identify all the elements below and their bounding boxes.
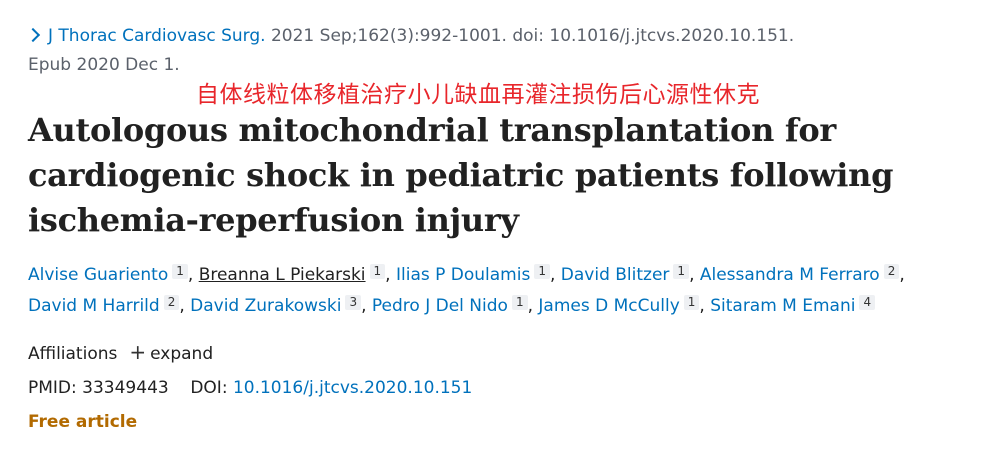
author-link[interactable]: Pedro J Del Nido — [371, 296, 508, 316]
author-link[interactable]: Ilias P Doulamis — [395, 265, 531, 285]
author-link[interactable]: Alvise Guariento — [28, 265, 169, 285]
affiliation-ref[interactable]: 1 — [369, 264, 386, 279]
article-header: J Thorac Cardiovasc Surg. 2021 Sep;162(3… — [25, 22, 978, 437]
affiliation-ref[interactable]: 1 — [172, 264, 188, 279]
author-link[interactable]: James D McCully — [538, 296, 680, 316]
pmid-label: PMID: — [28, 378, 77, 398]
author-link[interactable]: David Zurakowski — [190, 296, 342, 316]
journal-link[interactable]: J Thorac Cardiovasc Surg. — [48, 26, 266, 46]
affiliation-ref[interactable]: 1 — [683, 295, 700, 310]
affiliation-ref[interactable]: 2 — [883, 264, 900, 279]
epub-date: Epub 2020 Dec 1. — [28, 55, 180, 75]
affiliation-ref[interactable]: 3 — [345, 295, 362, 310]
affiliation-ref[interactable]: 2 — [163, 295, 180, 310]
affiliations-toggle[interactable]: Affiliations + expand — [28, 337, 978, 369]
free-article-badge: Free article — [28, 412, 138, 432]
affiliation-ref[interactable]: 1 — [534, 264, 550, 279]
chevron-right-icon — [25, 27, 41, 43]
pmid-value: 33349443 — [82, 378, 169, 398]
author-link[interactable]: David M Harrild — [28, 296, 160, 316]
author-link[interactable]: Sitaram M Emani — [710, 296, 856, 316]
author-link[interactable]: Alessandra M Ferraro — [699, 265, 880, 285]
doi-link[interactable]: 10.1016/j.jtcvs.2020.10.151 — [232, 378, 473, 398]
identifiers: PMID: 33349443 DOI: 10.1016/j.jtcvs.2020… — [28, 373, 978, 403]
expand-label: expand — [150, 344, 214, 364]
doi-label: DOI: — [190, 378, 228, 398]
citation: J Thorac Cardiovasc Surg. 2021 Sep;162(3… — [25, 22, 978, 80]
author-link[interactable]: Breanna L Piekarski — [198, 265, 366, 285]
affiliation-ref[interactable]: 4 — [859, 295, 876, 310]
affiliation-ref[interactable]: 1 — [511, 295, 528, 310]
affiliation-ref[interactable]: 1 — [673, 264, 690, 279]
citation-details: 2021 Sep;162(3):992-1001. doi: 10.1016/j… — [265, 26, 795, 46]
author-list: Alvise Guariento 1, Breanna L Piekarski 1,… — [28, 264, 905, 316]
author-link[interactable]: David Blitzer — [560, 265, 670, 285]
plus-icon: + — [129, 340, 147, 364]
chinese-title-annotation: 自体线粒体移植治疗小儿缺血再灌注损伤后心源性休克 — [196, 82, 760, 108]
affiliations-label: Affiliations — [28, 344, 118, 364]
article-title: Autologous mitochondrial transplantation… — [28, 111, 894, 239]
